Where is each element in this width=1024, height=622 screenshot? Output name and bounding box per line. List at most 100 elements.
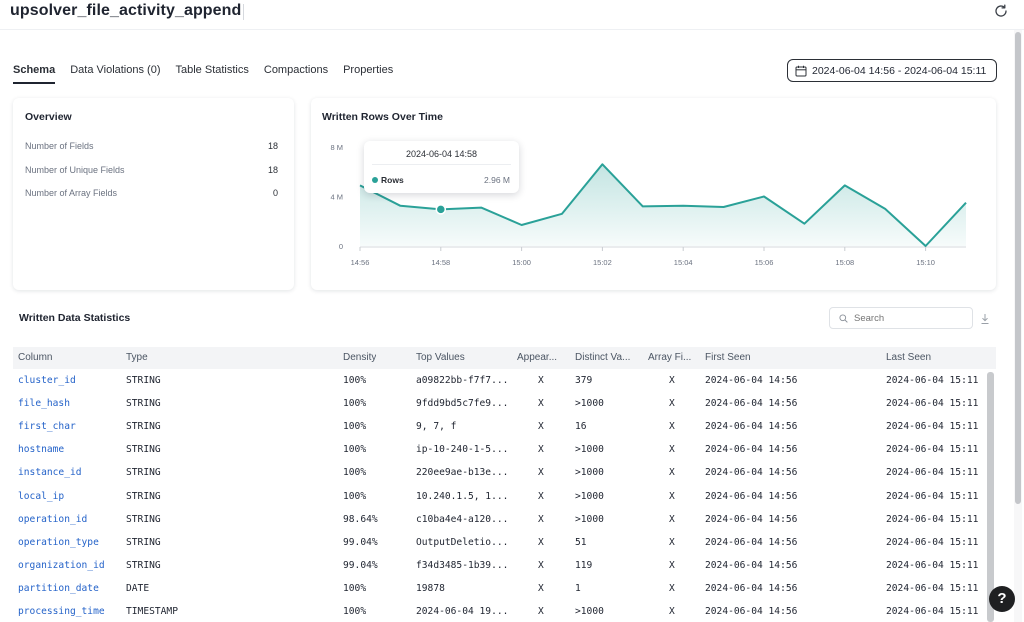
appears-cell: X	[538, 559, 544, 571]
column-name-cell[interactable]: instance_id	[18, 467, 82, 479]
column-name-cell[interactable]: operation_id	[18, 513, 88, 525]
calendar-icon	[795, 65, 807, 76]
distinct-values-cell: >1000	[575, 398, 604, 410]
column-name-cell[interactable]: hostname	[18, 444, 65, 456]
y-tick-label: 4 M	[330, 193, 343, 202]
array-field-cell: X	[669, 398, 675, 410]
data-point[interactable]	[520, 223, 524, 227]
type-cell: STRING	[126, 421, 161, 433]
table-row[interactable]: hostname STRING 100% ip-10-240-1-5... X >1000…	[13, 439, 988, 462]
data-point[interactable]	[479, 206, 483, 210]
density-cell: 100%	[343, 398, 367, 410]
density-cell: 100%	[343, 606, 367, 617]
table-scrollbar[interactable]	[987, 372, 994, 622]
overview-row: Number of Unique Fields 18	[25, 165, 278, 175]
data-point[interactable]	[883, 207, 887, 211]
date-range-label: 2024-06-04 14:56 - 2024-06-04 15:11	[812, 64, 987, 77]
data-point[interactable]	[964, 201, 968, 205]
data-point[interactable]	[398, 204, 402, 208]
overview-title: Overview	[25, 111, 72, 123]
data-point[interactable]	[358, 183, 362, 187]
tab-table-statistics[interactable]: Table Statistics	[175, 64, 249, 76]
data-point[interactable]	[681, 204, 685, 208]
column-name-cell[interactable]: operation_type	[18, 536, 99, 548]
column-name-cell[interactable]: local_ip	[18, 490, 65, 502]
column-name-cell[interactable]: first_char	[18, 421, 76, 433]
table-row[interactable]: organization_id STRING 99.04% f34d3485-1b39…	[13, 555, 988, 578]
column-name-cell[interactable]: cluster_id	[18, 375, 76, 386]
column-header[interactable]: Last Seen	[886, 352, 932, 363]
column-header[interactable]: Column	[18, 352, 53, 363]
chart-tooltip: 2024-06-04 14:58 Rows 2.96 M	[364, 141, 519, 193]
distinct-values-cell: >1000	[575, 490, 604, 502]
data-point[interactable]	[641, 204, 645, 208]
column-header[interactable]: Array Fi...	[648, 352, 692, 363]
table-row[interactable]: operation_type STRING 99.04% OutputDeletio.…	[13, 532, 988, 555]
last-seen-cell: 2024-06-04 15:11	[886, 421, 979, 433]
data-point[interactable]	[843, 183, 847, 187]
x-tick-label: 15:02	[593, 258, 612, 267]
table-row[interactable]: processing_time TIMESTAMP 100% 2024-06-04 1…	[13, 601, 988, 622]
tooltip-series-dot	[372, 177, 378, 183]
last-seen-cell: 2024-06-04 15:11	[886, 490, 979, 502]
page-scrollbar-thumb[interactable]	[1015, 32, 1021, 504]
column-header[interactable]: First Seen	[705, 352, 751, 363]
data-point[interactable]	[722, 205, 726, 209]
column-header[interactable]: Appear...	[517, 352, 558, 363]
array-field-cell: X	[669, 606, 675, 617]
statistics-title: Written Data Statistics	[19, 312, 131, 324]
table-row[interactable]: partition_date DATE 100% 19878 X 1 X 2024-06-04…	[13, 578, 988, 601]
search-box[interactable]	[829, 307, 973, 329]
tooltip-series-value: 2.96 M	[484, 175, 510, 185]
download-icon[interactable]	[980, 313, 990, 325]
last-seen-cell: 2024-06-04 15:11	[886, 606, 979, 617]
table-row[interactable]: local_ip STRING 100% 10.240.1.5, 1... X >1000…	[13, 486, 988, 509]
x-tick-label: 15:00	[512, 258, 531, 267]
table-row[interactable]: cluster_id STRING 100% a09822bb-f7f7... X 379…	[13, 370, 988, 393]
tab-properties[interactable]: Properties	[343, 64, 394, 76]
overview-label: Number of Unique Fields	[25, 165, 125, 175]
data-point[interactable]	[762, 195, 766, 199]
column-name-cell[interactable]: file_hash	[18, 398, 70, 410]
data-point[interactable]	[924, 244, 928, 248]
column-name-cell[interactable]: processing_time	[18, 606, 105, 617]
table-row[interactable]: operation_id STRING 98.64% c10ba4e4-a120...…	[13, 509, 988, 532]
table-row[interactable]: instance_id STRING 100% 220ee9ae-b13e... X >1…	[13, 462, 988, 485]
data-point[interactable]	[600, 162, 604, 166]
tab-data-violations[interactable]: Data Violations (0)	[70, 64, 161, 76]
array-field-cell: X	[669, 559, 675, 571]
column-header[interactable]: Density	[343, 352, 377, 363]
type-cell: STRING	[126, 375, 161, 386]
appears-cell: X	[538, 467, 544, 479]
column-name-cell[interactable]: organization_id	[18, 559, 105, 571]
top-values-cell: 220ee9ae-b13e...	[416, 467, 509, 479]
table-row[interactable]: file_hash STRING 100% 9fdd9bd5c7fe9... X >100…	[13, 393, 988, 416]
array-field-cell: X	[669, 490, 675, 502]
table-row[interactable]: first_char STRING 100% 9, 7, f X 16 X 2024-06-0…	[13, 416, 988, 439]
first-seen-cell: 2024-06-04 14:56	[705, 582, 798, 594]
first-seen-cell: 2024-06-04 14:56	[705, 375, 798, 386]
last-seen-cell: 2024-06-04 15:11	[886, 559, 979, 571]
density-cell: 100%	[343, 582, 367, 594]
column-header[interactable]: Distinct Va...	[575, 352, 631, 363]
search-input[interactable]	[854, 312, 964, 324]
top-values-cell: 19878	[416, 582, 445, 594]
date-range-picker[interactable]: 2024-06-04 14:56 - 2024-06-04 15:11	[787, 59, 997, 82]
overview-card: Overview Number of Fields 18 Number of U…	[13, 98, 294, 290]
first-seen-cell: 2024-06-04 14:56	[705, 606, 798, 617]
highlighted-data-point[interactable]	[435, 204, 447, 215]
search-icon	[839, 313, 848, 323]
first-seen-cell: 2024-06-04 14:56	[705, 513, 798, 525]
overview-row: Number of Fields 18	[25, 141, 278, 151]
column-header[interactable]: Top Values	[416, 352, 465, 363]
data-point[interactable]	[802, 222, 806, 226]
data-point[interactable]	[560, 212, 564, 216]
refresh-icon[interactable]	[993, 3, 1009, 19]
tab-schema[interactable]: Schema	[13, 64, 56, 84]
column-name-cell[interactable]: partition_date	[18, 582, 99, 594]
help-button[interactable]: ?	[989, 586, 1015, 612]
tab-compactions[interactable]: Compactions	[263, 64, 329, 76]
written-rows-chart-card: Written Rows Over Time	[311, 98, 996, 290]
distinct-values-cell: >1000	[575, 444, 604, 456]
column-header[interactable]: Type	[126, 352, 148, 363]
